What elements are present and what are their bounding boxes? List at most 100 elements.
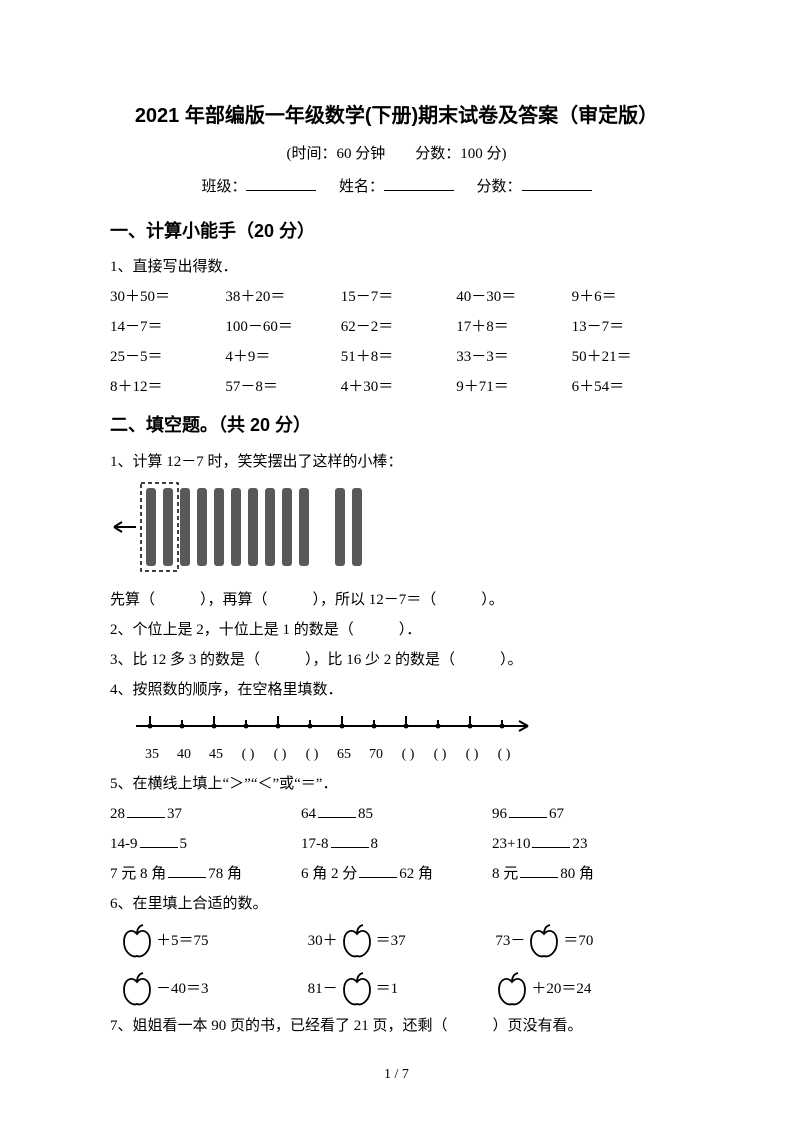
s1-q1-prompt: 1、直接写出得数． (110, 255, 683, 279)
apple-equation: 73－ ＝70 (495, 922, 683, 960)
calc-cell: 17＋8＝ (456, 315, 567, 339)
section-2-head: 二、填空题。（共 20 分） (110, 411, 683, 440)
calc-cell: 38＋20＝ (225, 285, 336, 309)
cmp-right: 62 角 (399, 866, 433, 882)
numline-label: 70 (360, 744, 392, 766)
numline-label: 40 (168, 744, 200, 766)
numline-label: ( ) (488, 744, 520, 766)
eq-post: ＝1 (376, 977, 399, 1001)
cmp-left: 8 元 (492, 866, 518, 882)
numline-label: ( ) (296, 744, 328, 766)
calc-cell: 40－30＝ (456, 285, 567, 309)
cmp-cell: 6 角 2 分 62 角 (301, 862, 492, 886)
info-line: 班级： 姓名： 分数： (110, 174, 683, 199)
cmp-cell: 8 元 80 角 (492, 862, 683, 886)
s2-q3: 3、比 12 多 3 的数是（ ），比 16 少 2 的数是（ ）。 (110, 648, 683, 672)
cmp-cell: 23+10 23 (492, 832, 683, 856)
apple-icon (495, 970, 529, 1008)
cmp-cell: 28 37 (110, 802, 301, 826)
cmp-right: 80 角 (560, 866, 594, 882)
s2-q1-line1: 1、计算 12－7 时，笑笑摆出了这样的小棒： (110, 450, 683, 474)
numline-label: ( ) (232, 744, 264, 766)
calc-cell: 9＋71＝ (456, 375, 567, 399)
numline-label: ( ) (456, 744, 488, 766)
class-label: 班级： (201, 175, 246, 199)
cmp-right: 23 (572, 836, 587, 852)
eq-pre: 73－ (495, 929, 525, 953)
cmp-left: 28 (110, 806, 125, 822)
apple-icon (340, 970, 374, 1008)
apple-equation: ＋5＝75 (120, 922, 308, 960)
cmp-right: 37 (167, 806, 182, 822)
numline-label: ( ) (392, 744, 424, 766)
cmp-left: 6 角 2 分 (301, 866, 357, 882)
cmp-right: 85 (358, 806, 373, 822)
page-subtitle: (时间：60 分钟 分数：100 分) (110, 142, 683, 166)
calc-cell: 62－2＝ (341, 315, 452, 339)
cmp-cell: 64 85 (301, 802, 492, 826)
calc-cell: 57－8＝ (225, 375, 336, 399)
score-blank (522, 174, 592, 191)
cmp-blank (140, 833, 178, 849)
eq-pre: 81－ (308, 977, 338, 1001)
calc-cell: 30＋50＝ (110, 285, 221, 309)
class-blank (246, 174, 316, 191)
cmp-cell: 14-95 (110, 832, 301, 856)
cmp-cell: 96 67 (492, 802, 683, 826)
apple-equation: 81－ ＝1 (308, 970, 496, 1008)
cmp-blank (127, 803, 165, 819)
cmp-left: 23+10 (492, 836, 530, 852)
calc-cell: 6＋54＝ (572, 375, 683, 399)
calc-cell: 4＋30＝ (341, 375, 452, 399)
cmp-right: 78 角 (208, 866, 242, 882)
cmp-left: 7 元 8 角 (110, 866, 166, 882)
cmp-blank (168, 863, 206, 879)
cmp-right: 67 (549, 806, 564, 822)
s2-q7: 7、姐姐看一本 90 页的书，已经看了 21 页，还剩（ ）页没有看。 (110, 1014, 683, 1038)
sticks-figure (110, 480, 683, 580)
eq-post: ＋20＝24 (531, 977, 591, 1001)
cmp-blank (532, 833, 570, 849)
number-line: 354045( )( )( )6570( )( )( )( ) (110, 708, 683, 766)
apple-equation-grid: ＋5＝7530＋＝3773－ ＝70 －40＝381－ ＝1 ＋20＝24 (120, 922, 683, 1008)
calc-grid: 30＋50＝38＋20＝15－7＝40－30＝9＋6＝14－7＝100－60＝6… (110, 285, 683, 399)
eq-post: ＝70 (563, 929, 593, 953)
cmp-cell: 7 元 8 角 78 角 (110, 862, 301, 886)
calc-cell: 25－5＝ (110, 345, 221, 369)
s2-q1-line2: 先算（ ），再算（ ），所以 12－7＝（ ）。 (110, 588, 683, 612)
apple-icon (527, 922, 561, 960)
page-number: 1 / 7 (0, 1064, 793, 1086)
cmp-left: 64 (301, 806, 316, 822)
name-blank (384, 174, 454, 191)
calc-cell: 14－7＝ (110, 315, 221, 339)
cmp-blank (331, 833, 369, 849)
s2-q4: 4、按照数的顺序，在空格里填数． (110, 678, 683, 702)
cmp-blank (509, 803, 547, 819)
apple-icon (120, 970, 154, 1008)
numline-label: 45 (200, 744, 232, 766)
section-1-head: 一、计算小能手（20 分） (110, 217, 683, 246)
eq-post: ＝37 (376, 929, 406, 953)
numline-label: ( ) (264, 744, 296, 766)
numline-label: ( ) (424, 744, 456, 766)
name-label: 姓名： (339, 175, 384, 199)
apple-icon (120, 922, 154, 960)
calc-cell: 9＋6＝ (572, 285, 683, 309)
calc-cell: 50＋21＝ (572, 345, 683, 369)
cmp-right: 8 (371, 836, 379, 852)
calc-cell: 100－60＝ (225, 315, 336, 339)
apple-equation: ＋20＝24 (495, 970, 683, 1008)
cmp-blank (359, 863, 397, 879)
number-line-labels: 354045( )( )( )6570( )( )( )( ) (110, 744, 683, 766)
cmp-blank (318, 803, 356, 819)
apple-equation: 30＋＝37 (308, 922, 496, 960)
numline-label: 35 (136, 744, 168, 766)
s2-q5-prompt: 5、在横线上填上“＞”“＜”或“＝”． (110, 772, 683, 796)
calc-cell: 4＋9＝ (225, 345, 336, 369)
calc-cell: 13－7＝ (572, 315, 683, 339)
numline-label: 65 (328, 744, 360, 766)
apple-equation: －40＝3 (120, 970, 308, 1008)
comparison-grid: 28376485966714-9517-8823+10237 元 8 角78 角… (110, 802, 683, 886)
cmp-left: 96 (492, 806, 507, 822)
calc-cell: 33－3＝ (456, 345, 567, 369)
